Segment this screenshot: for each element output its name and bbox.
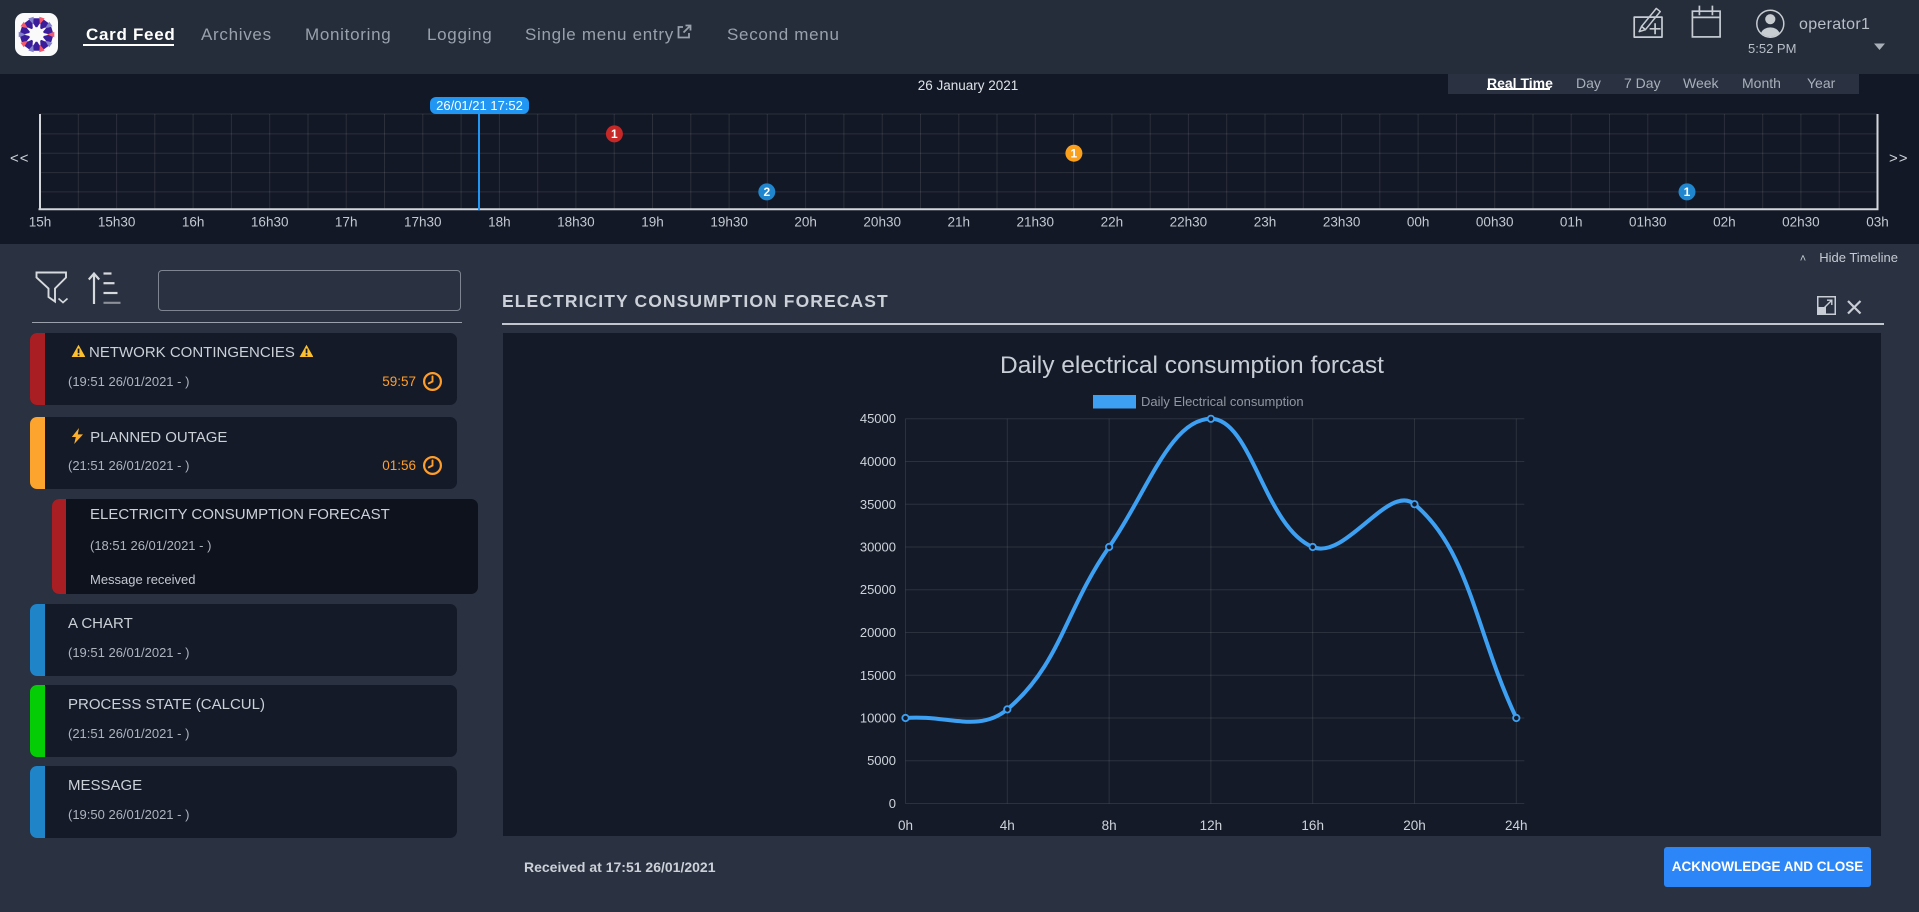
svg-text:16h: 16h [182, 215, 205, 230]
svg-text:21h: 21h [948, 215, 971, 230]
svg-text:8h: 8h [1102, 818, 1117, 833]
svg-text:20h: 20h [1403, 818, 1426, 833]
svg-text:16h: 16h [1301, 818, 1324, 833]
svg-text:17h: 17h [335, 215, 358, 230]
svg-text:18h30: 18h30 [557, 215, 595, 230]
svg-text:01h: 01h [1560, 215, 1583, 230]
svg-text:16h30: 16h30 [251, 215, 289, 230]
svg-text:0: 0 [889, 796, 896, 811]
svg-text:02h: 02h [1713, 215, 1736, 230]
svg-text:19h30: 19h30 [710, 215, 748, 230]
svg-text:Daily Electrical consumption: Daily Electrical consumption [1141, 394, 1304, 409]
svg-text:23h30: 23h30 [1323, 215, 1361, 230]
svg-text:22h30: 22h30 [1170, 215, 1208, 230]
svg-text:30000: 30000 [860, 540, 896, 555]
svg-text:18h: 18h [488, 215, 511, 230]
svg-text:15h: 15h [29, 215, 52, 230]
svg-text:5000: 5000 [867, 753, 896, 768]
svg-text:10000: 10000 [860, 711, 896, 726]
svg-text:15h30: 15h30 [98, 215, 136, 230]
svg-text:21h30: 21h30 [1017, 215, 1055, 230]
svg-text:01h30: 01h30 [1629, 215, 1667, 230]
svg-text:02h30: 02h30 [1782, 215, 1820, 230]
svg-text:40000: 40000 [860, 454, 896, 469]
svg-text:00h30: 00h30 [1476, 215, 1514, 230]
svg-text:4h: 4h [1000, 818, 1015, 833]
svg-text:1: 1 [1684, 185, 1691, 199]
svg-text:45000: 45000 [860, 411, 896, 426]
svg-text:24h: 24h [1505, 818, 1528, 833]
svg-text:0h: 0h [898, 818, 913, 833]
svg-text:Daily electrical consumption f: Daily electrical consumption forcast [1000, 352, 1384, 379]
svg-text:17h30: 17h30 [404, 215, 442, 230]
svg-text:20h: 20h [794, 215, 817, 230]
svg-text:2: 2 [763, 185, 770, 199]
svg-text:1: 1 [611, 127, 618, 141]
svg-text:12h: 12h [1200, 818, 1223, 833]
svg-text:00h: 00h [1407, 215, 1430, 230]
svg-text:1: 1 [1071, 146, 1078, 160]
svg-text:03h: 03h [1866, 215, 1889, 230]
svg-text:35000: 35000 [860, 497, 896, 512]
svg-text:25000: 25000 [860, 582, 896, 597]
svg-text:20000: 20000 [860, 625, 896, 640]
svg-text:15000: 15000 [860, 668, 896, 683]
svg-text:19h: 19h [641, 215, 664, 230]
svg-text:20h30: 20h30 [863, 215, 901, 230]
svg-text:23h: 23h [1254, 215, 1277, 230]
svg-text:22h: 22h [1101, 215, 1124, 230]
